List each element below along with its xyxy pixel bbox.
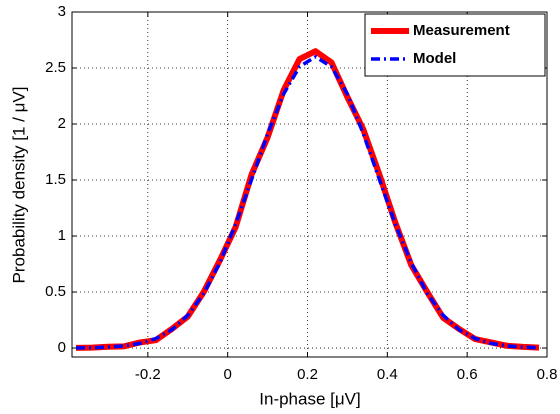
legend-label: Measurement — [413, 22, 510, 39]
y-tick-label: 1.5 — [45, 171, 66, 188]
series-line — [75, 55, 540, 350]
legend: Measurement Model — [364, 13, 546, 77]
x-tick-label: 0.2 — [297, 366, 318, 383]
y-axis-label: Probability density [1 / μV] — [9, 87, 28, 284]
plot-frame — [71, 11, 548, 358]
x-tick-label: 0.8 — [537, 366, 558, 383]
y-tick-label: 0.5 — [45, 283, 66, 300]
y-tick-label: 3 — [58, 3, 66, 20]
y-tick-label: 2.5 — [45, 59, 66, 76]
y-tick-label: 2 — [58, 115, 66, 132]
legend-label: Model — [413, 50, 456, 67]
x-tick-label: 0.6 — [457, 366, 478, 383]
x-tick-label: 0.4 — [377, 366, 398, 383]
y-tick-label: 1 — [58, 227, 66, 244]
x-axis-label: In-phase [μV] — [259, 389, 360, 408]
x-tick-label: 0 — [224, 366, 232, 383]
x-tick-label: -0.2 — [135, 366, 161, 383]
legend-box — [364, 13, 546, 77]
y-tick-label: 0 — [58, 339, 66, 356]
